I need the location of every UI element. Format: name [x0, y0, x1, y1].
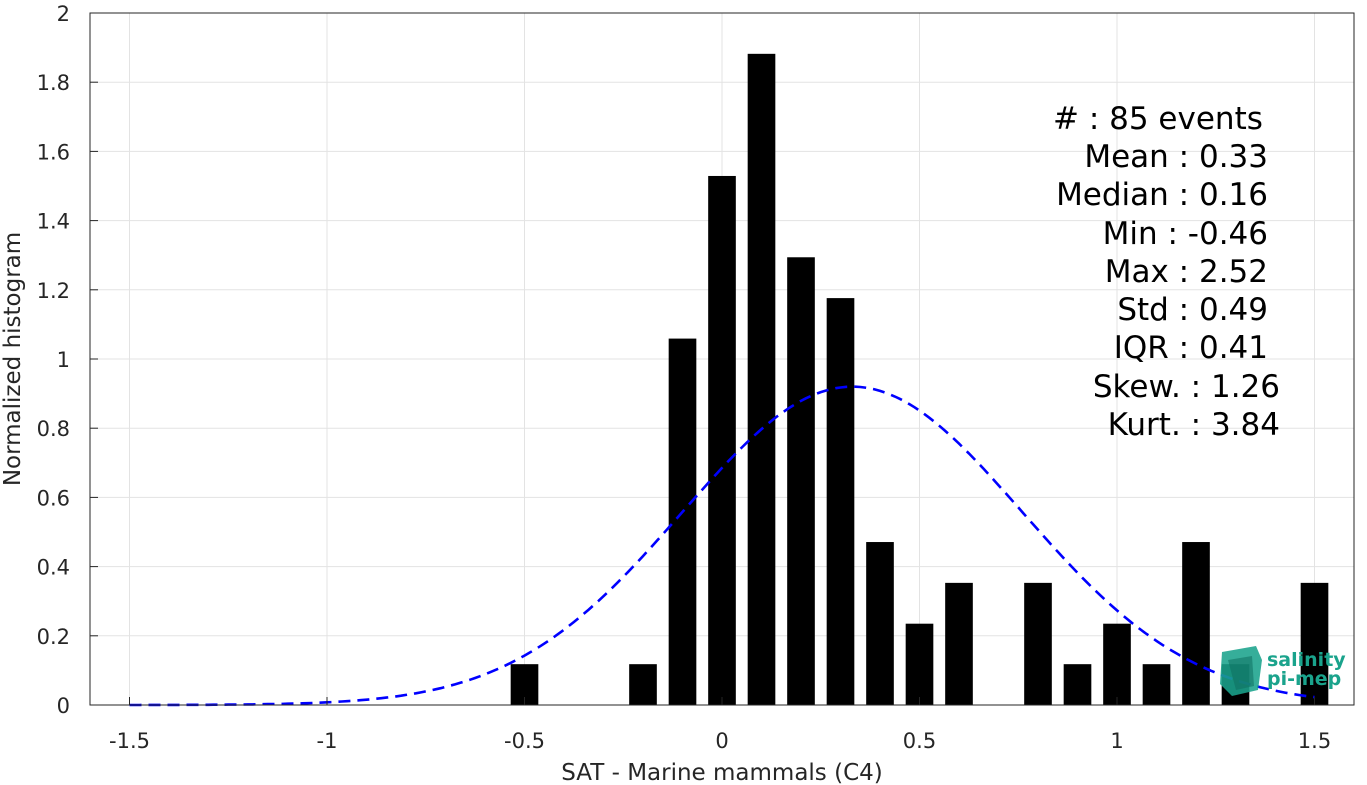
histogram-bar [866, 542, 894, 705]
y-tick-label: 1.4 [37, 210, 70, 234]
x-tick-label: 1.5 [1298, 729, 1331, 753]
y-tick-label: 0.6 [37, 486, 70, 510]
y-tick-label: 0.4 [37, 556, 70, 580]
y-axis-title: Normalized histogram [0, 232, 26, 486]
stats-std: Std : 0.49 [1117, 292, 1268, 328]
x-tick-label: 1 [1110, 729, 1123, 753]
y-tick-label: 0.2 [37, 625, 70, 649]
y-tick-label: 1.2 [37, 279, 70, 303]
y-axis-ticks: 0 0.2 0.4 0.6 0.8 1 1.2 1.4 1.6 1.8 2 [37, 2, 98, 718]
logo-text-salinity: salinity [1267, 649, 1346, 671]
y-tick-label: 1.6 [37, 140, 70, 164]
logo-inner-shape-icon [1228, 656, 1254, 690]
x-axis-ticks: -1.5 -1 -0.5 0 0.5 1 1.5 [109, 697, 1331, 753]
histogram-bar [1024, 582, 1052, 705]
histogram-bar [1142, 664, 1171, 705]
stats-count: # : 85 events [1053, 101, 1263, 137]
stats-max: Max : 2.52 [1105, 254, 1268, 290]
histogram-bar [905, 623, 934, 705]
logo-text-pi-mep: pi-mep [1267, 668, 1341, 690]
y-tick-label: 2 [57, 2, 70, 26]
stats-skew: Skew. : 1.26 [1093, 369, 1280, 405]
y-tick-label: 0.8 [37, 417, 70, 441]
stats-box: # : 85 events Mean : 0.33 Median : 0.16 … [1053, 101, 1280, 443]
histogram-bar [1103, 623, 1131, 705]
histogram-bar [668, 338, 697, 705]
x-tick-label: -1 [317, 729, 338, 753]
stats-median: Median : 0.16 [1056, 177, 1268, 213]
stats-mean: Mean : 0.33 [1084, 139, 1268, 175]
histogram-bar [1063, 664, 1092, 705]
histogram-bar [747, 53, 776, 705]
histogram-bar [708, 175, 736, 705]
histogram-bar [826, 298, 855, 705]
stats-iqr: IQR : 0.41 [1114, 330, 1268, 366]
y-tick-label: 1 [57, 348, 70, 372]
x-tick-label: 0.5 [903, 729, 936, 753]
y-tick-label: 0 [57, 694, 70, 718]
x-tick-label: 0 [715, 729, 728, 753]
histogram-bar [1300, 582, 1329, 705]
x-axis-title: SAT - Marine mammals (C4) [561, 760, 883, 785]
x-tick-label: -0.5 [504, 729, 545, 753]
stats-kurt: Kurt. : 3.84 [1108, 407, 1280, 443]
y-tick-label: 1.8 [37, 71, 70, 95]
salinity-pi-mep-logo: salinity pi-mep [1220, 646, 1346, 696]
histogram-bar [787, 257, 815, 705]
stats-min: Min : -0.46 [1103, 216, 1268, 252]
x-tick-label: -1.5 [109, 729, 150, 753]
histogram-bar [1182, 542, 1210, 705]
histogram-bar [629, 664, 657, 705]
histogram-bar [945, 582, 973, 705]
